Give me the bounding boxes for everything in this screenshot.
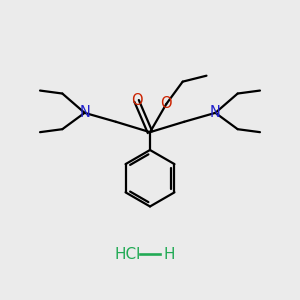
Text: O: O	[160, 96, 172, 111]
Text: N: N	[210, 105, 221, 120]
Text: N: N	[79, 105, 90, 120]
Text: O: O	[131, 94, 142, 109]
Text: H: H	[164, 247, 175, 262]
Text: HCl: HCl	[115, 247, 141, 262]
